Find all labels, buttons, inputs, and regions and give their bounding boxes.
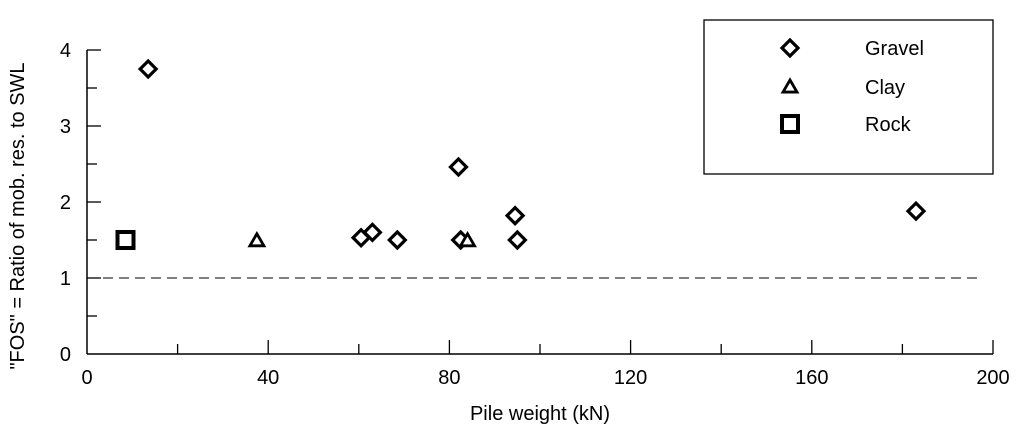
y-tick-label: 3 xyxy=(60,116,71,138)
gravel-point xyxy=(362,222,383,243)
legend-box xyxy=(703,19,994,175)
x-axis-label: Pile weight (kN) xyxy=(470,403,610,425)
axes: 0 40 80 120 160 200 0 1 2 3 4 xyxy=(60,40,1010,389)
clay-point xyxy=(458,230,477,248)
y-tick-label: 0 xyxy=(60,344,71,366)
y-axis-label: "FOS" = Ratio of mob. res. to SWL xyxy=(7,62,29,369)
legend: Gravel Clay Rock xyxy=(703,19,994,175)
x-tick-label: 80 xyxy=(438,367,460,389)
y-tick-label: 1 xyxy=(60,268,71,290)
y-tick-label: 2 xyxy=(60,192,71,214)
legend-label-gravel: Gravel xyxy=(865,38,924,60)
x-tick-label: 0 xyxy=(81,367,92,389)
gravel-point xyxy=(504,205,526,226)
y-tick-label: 4 xyxy=(60,40,71,62)
x-tick-label: 160 xyxy=(795,367,828,389)
gravel-point xyxy=(387,229,408,251)
rock-legend-marker xyxy=(780,114,800,134)
legend-label-rock: Rock xyxy=(865,114,912,136)
legend-label-clay: Clay xyxy=(865,77,905,99)
gravel-point xyxy=(448,156,469,178)
gravel-point xyxy=(507,229,528,251)
data-marks xyxy=(115,58,927,251)
gravel-point xyxy=(905,200,927,222)
gravel-legend-marker xyxy=(779,37,801,59)
x-tick-label: 200 xyxy=(976,367,1009,389)
clay-point xyxy=(247,230,267,248)
x-tick-label: 120 xyxy=(614,367,647,389)
x-tick-label: 40 xyxy=(257,367,279,389)
rock-point xyxy=(115,230,136,250)
clay-legend-marker xyxy=(780,77,800,94)
gravel-point xyxy=(137,58,159,80)
